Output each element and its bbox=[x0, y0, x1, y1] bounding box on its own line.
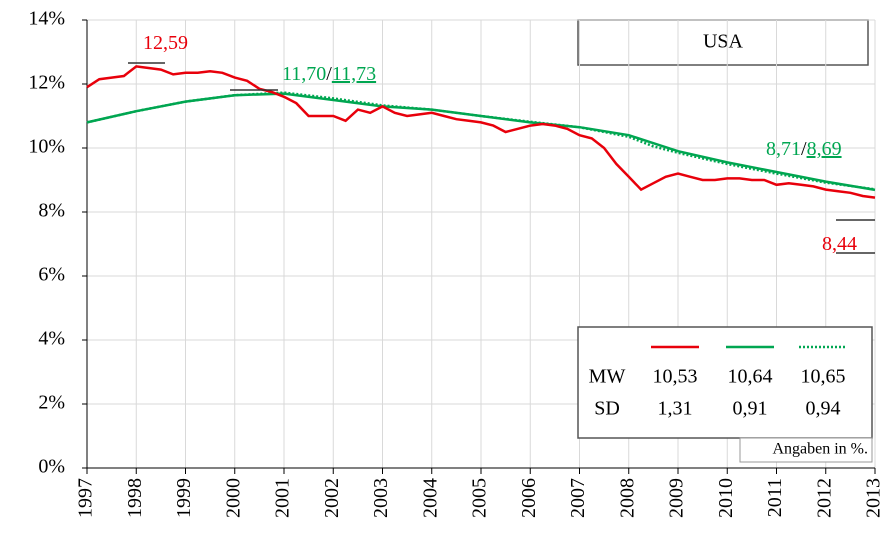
annotation-part: 8,71 bbox=[766, 138, 801, 160]
annotation-part: 11,70 bbox=[282, 63, 326, 85]
x-tick-label: 2000 bbox=[222, 478, 244, 518]
annotation: 8,71/8,69 bbox=[766, 138, 842, 160]
x-tick-label: 2003 bbox=[370, 478, 392, 518]
x-tick-label: 1997 bbox=[75, 478, 97, 518]
y-tick-label: 0% bbox=[38, 456, 65, 478]
annotation-part: / bbox=[326, 63, 332, 85]
annotation-part: 12,59 bbox=[143, 32, 188, 54]
annotation: 11,70/11,73 bbox=[282, 63, 376, 85]
x-tick-label: 2013 bbox=[863, 478, 880, 518]
x-tick-label: 2001 bbox=[272, 478, 294, 518]
note: Angaben in %. bbox=[772, 441, 868, 458]
stats-value: 0,91 bbox=[733, 398, 768, 420]
x-tick-label: 2008 bbox=[616, 478, 638, 518]
annotation-part: 8,69 bbox=[807, 138, 842, 160]
stats-value: 10,53 bbox=[653, 366, 698, 388]
x-tick-label: 1999 bbox=[173, 478, 195, 518]
series-line bbox=[86, 65, 876, 199]
stats-value: 1,31 bbox=[658, 398, 693, 420]
title-box bbox=[577, 19, 869, 66]
x-tick-label: 2011 bbox=[764, 478, 786, 517]
chart-title: USA bbox=[703, 31, 744, 53]
stats-label: SD bbox=[594, 398, 620, 420]
x-tick-label: 2012 bbox=[813, 478, 835, 518]
y-tick-label: 14% bbox=[28, 8, 65, 30]
x-tick-label: 2006 bbox=[518, 478, 540, 518]
stats-value: 10,64 bbox=[728, 366, 773, 388]
x-tick-label: 2007 bbox=[567, 478, 589, 518]
x-tick-label: 2009 bbox=[666, 478, 688, 518]
annotation: 8,44 bbox=[822, 233, 857, 255]
x-tick-label: 2010 bbox=[715, 478, 737, 518]
y-tick-label: 2% bbox=[38, 392, 65, 414]
stats-label: MW bbox=[589, 366, 626, 388]
series-line bbox=[86, 92, 876, 192]
x-tick-label: 2002 bbox=[321, 478, 343, 518]
stats-value: 10,65 bbox=[801, 366, 846, 388]
y-tick-label: 6% bbox=[38, 264, 65, 286]
y-tick-label: 12% bbox=[28, 72, 65, 94]
annotation-part: 11,73 bbox=[332, 63, 376, 85]
x-tick-label: 1998 bbox=[124, 478, 146, 518]
annotation-part: / bbox=[801, 138, 807, 160]
y-tick-label: 10% bbox=[28, 136, 65, 158]
y-tick-label: 8% bbox=[38, 200, 65, 222]
note-box bbox=[739, 437, 873, 463]
annotation-part: 8,44 bbox=[822, 233, 857, 255]
x-tick-label: 2004 bbox=[419, 478, 441, 518]
stats-box bbox=[577, 326, 873, 439]
y-tick-label: 4% bbox=[38, 328, 65, 350]
annotation: 12,59 bbox=[143, 32, 188, 54]
stats-value: 0,94 bbox=[806, 398, 841, 420]
x-tick-label: 2005 bbox=[469, 478, 491, 518]
